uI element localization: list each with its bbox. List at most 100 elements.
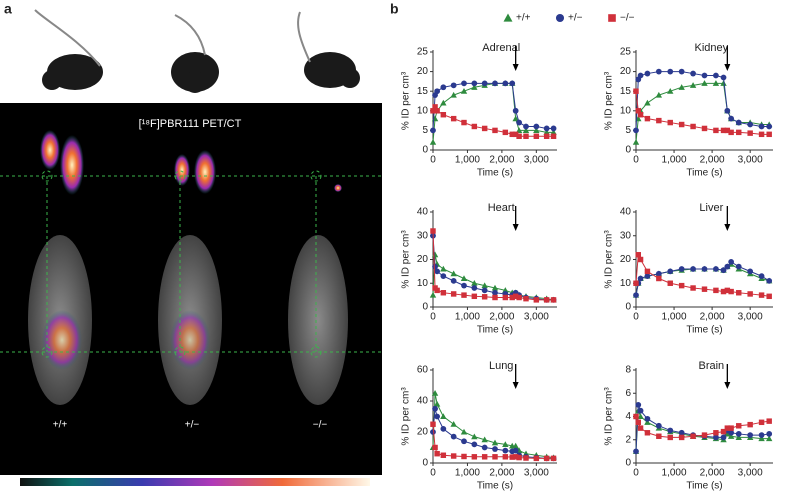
marker <box>637 72 644 79</box>
marker <box>450 277 457 284</box>
marker <box>712 80 720 86</box>
marker <box>655 91 663 98</box>
marker <box>481 287 488 294</box>
x-tick-label: 3,000 <box>738 468 763 479</box>
marker <box>678 434 685 441</box>
y-tick-label: 10 <box>417 278 429 289</box>
x-tick-label: 2,000 <box>489 312 514 323</box>
marker <box>701 125 708 132</box>
arrow-head <box>512 382 519 389</box>
marker <box>492 446 498 452</box>
marker <box>461 438 467 445</box>
marker <box>429 138 437 145</box>
marker <box>635 419 642 426</box>
marker <box>633 413 639 420</box>
marker <box>633 292 639 299</box>
marker <box>667 88 674 94</box>
marker <box>690 285 696 291</box>
y-tick-label: 10 <box>620 105 632 116</box>
y-tick-label: 25 <box>620 47 632 58</box>
marker <box>701 286 708 292</box>
marker <box>724 127 731 134</box>
marker <box>747 268 754 275</box>
panel-label: a <box>4 1 12 17</box>
marker <box>492 127 498 134</box>
x-tick-label: 0 <box>430 155 436 166</box>
marker <box>713 287 719 294</box>
marker <box>432 263 438 270</box>
arrow-head <box>724 224 731 231</box>
genotype-label: +/− <box>185 420 200 431</box>
marker <box>440 290 447 296</box>
marker <box>509 80 516 87</box>
marker <box>765 435 773 442</box>
marker <box>434 88 441 95</box>
marker <box>502 287 509 293</box>
marker <box>766 123 773 130</box>
marker <box>432 405 438 412</box>
marker <box>766 131 772 138</box>
panel-label: b <box>390 1 399 17</box>
marker <box>533 455 540 462</box>
y-axis-label: % ID per cm³ <box>401 387 412 446</box>
x-axis-label: Time (s) <box>477 325 513 336</box>
chart-title: Adrenal <box>482 42 520 54</box>
x-tick-label: 1,000 <box>455 155 480 166</box>
x-tick-label: 3,000 <box>524 155 549 166</box>
x-axis-label: Time (s) <box>686 168 722 179</box>
marker <box>492 294 498 301</box>
marker <box>690 123 696 130</box>
y-tick-label: 20 <box>620 66 632 77</box>
marker <box>432 104 438 110</box>
marker <box>720 127 727 134</box>
marker <box>728 258 735 265</box>
marker <box>515 127 523 133</box>
marker <box>523 133 529 139</box>
marker <box>678 84 685 90</box>
marker <box>502 80 509 87</box>
line-chart: 0 10 20 30 40 0 1,000 2,000 3,000 Time (s) % ID pe… <box>401 202 557 336</box>
y-tick-label: 0 <box>625 458 631 469</box>
marker <box>440 84 447 91</box>
y-tick-label: 60 <box>417 365 429 376</box>
marker <box>667 427 674 434</box>
marker <box>434 268 441 275</box>
marker <box>516 454 522 461</box>
legend-marker <box>555 13 565 23</box>
marker <box>633 127 639 134</box>
marker <box>543 125 550 132</box>
y-axis-label: % ID per cm³ <box>604 387 615 446</box>
marker <box>460 275 468 282</box>
marker <box>644 268 651 275</box>
x-tick-label: 2,000 <box>700 468 725 479</box>
x-axis-label: Time (s) <box>477 168 513 179</box>
marker <box>656 275 662 282</box>
marker <box>758 131 765 138</box>
marker <box>430 421 436 427</box>
x-tick-label: 1,000 <box>662 312 687 323</box>
marker <box>430 108 436 114</box>
marker <box>644 99 651 106</box>
y-tick-label: 40 <box>620 207 632 218</box>
marker <box>543 297 550 303</box>
arrow-head <box>724 382 731 389</box>
marker <box>512 293 519 300</box>
marker <box>736 423 742 429</box>
y-axis-label: % ID per cm³ <box>401 230 412 289</box>
x-tick-label: 1,000 <box>455 468 480 479</box>
marker <box>747 291 753 297</box>
y-tick-label: 20 <box>417 427 429 438</box>
series-line <box>432 424 554 459</box>
marker <box>481 444 488 451</box>
marker <box>516 294 522 301</box>
marker <box>550 133 557 139</box>
marker <box>440 426 447 432</box>
marker <box>724 430 731 437</box>
marker <box>758 273 765 280</box>
x-axis-label: Time (s) <box>686 325 722 336</box>
marker <box>637 407 644 414</box>
y-tick-label: 20 <box>417 66 429 77</box>
marker <box>533 127 540 133</box>
genotype-label: −/− <box>313 420 328 431</box>
marker <box>678 429 685 436</box>
